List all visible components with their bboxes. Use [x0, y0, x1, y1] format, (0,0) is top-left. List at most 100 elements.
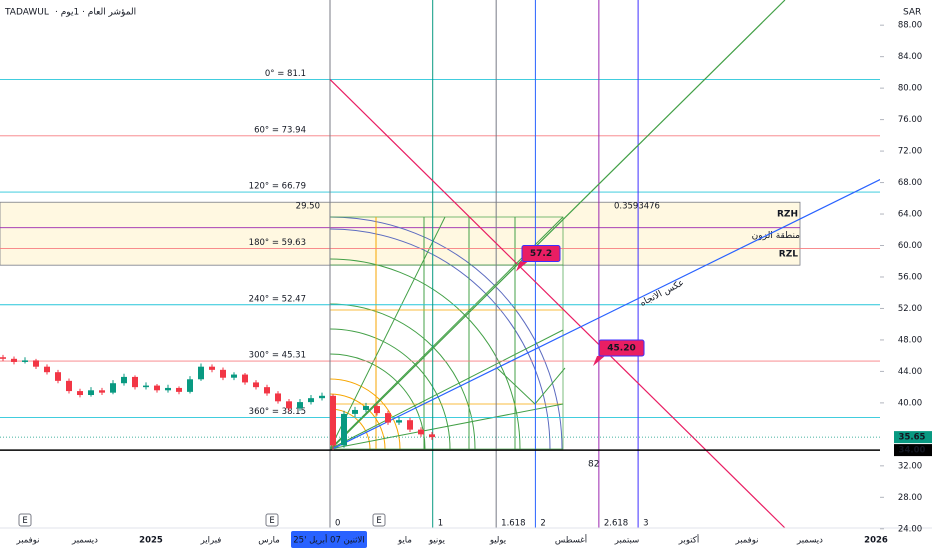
fan-line [329, 329, 564, 450]
candle-body [385, 413, 391, 423]
candle-body [11, 358, 17, 362]
crosshair-date-bg [291, 531, 367, 548]
currency: SAR [903, 8, 921, 18]
time-fib-label: 3 [643, 519, 648, 529]
y-tick-label: 56.00 [898, 272, 922, 282]
price-tag-label: 34.00 [899, 446, 926, 456]
candle-body [154, 385, 160, 391]
time-fib-label: 0 [335, 519, 340, 529]
candle-body [231, 374, 237, 378]
candle-body [77, 391, 83, 396]
x-tick-label: 2026 [864, 536, 888, 546]
zone-note: 29.50 [296, 202, 320, 212]
x-tick-label: أكتوبر [678, 534, 699, 546]
candle-body [396, 420, 402, 423]
x-tick-label: ديسمبر [796, 536, 823, 546]
candle-body [143, 385, 149, 388]
candle-body [22, 360, 28, 362]
time-fib-label: 1 [438, 519, 443, 529]
y-tick-label: 76.00 [898, 115, 922, 125]
gann-level-label: 60° = 73.94 [254, 125, 306, 135]
gann-level-label: 300° = 45.31 [249, 351, 306, 361]
price-tag [894, 444, 932, 457]
candle-body [374, 406, 380, 414]
x-tick-label: مارس [258, 536, 280, 546]
event-marker-label: E [269, 516, 274, 526]
candle-body [319, 395, 325, 399]
candle-body [121, 376, 127, 384]
candle-body [242, 374, 248, 383]
gann-level-label: 0° = 81.1 [265, 69, 306, 79]
y-tick-label: 48.00 [898, 335, 922, 345]
x-tick-label: 2025 [139, 536, 163, 546]
candle-body [341, 413, 347, 446]
candle-body [55, 372, 61, 381]
fan-line [329, 403, 564, 450]
candle-body [132, 376, 138, 388]
x-tick-label: مايو [397, 536, 412, 546]
bottom-note: 82 [588, 460, 599, 470]
y-tick-label: 60.00 [898, 241, 922, 251]
y-tick-label: 32.00 [898, 461, 922, 471]
y-tick-label: 88.00 [898, 21, 922, 31]
gann-level-label: 120° = 66.79 [249, 182, 306, 192]
y-tick-label: 80.00 [898, 84, 922, 94]
fan-line [329, 216, 446, 450]
x-tick-label: الاثنين 07 أبريل '25 [293, 534, 365, 546]
price-tag-label: 35.65 [899, 433, 926, 443]
candle-body [418, 429, 424, 435]
candle-body [253, 382, 259, 388]
y-tick-label: 68.00 [898, 178, 922, 188]
price-tag [894, 431, 932, 444]
zone-note: 0.3593476 [614, 202, 660, 212]
zone-high: RZH [777, 210, 798, 220]
x-tick-label: يوليو [489, 536, 507, 546]
y-tick-label: 84.00 [898, 52, 922, 62]
candle-body [209, 366, 215, 370]
candle-body [99, 390, 105, 393]
x-tick-label: يونيو [428, 536, 446, 546]
candle-body [110, 383, 116, 393]
gann-level-label: 240° = 52.47 [249, 294, 306, 304]
candle-body [330, 395, 336, 446]
x-tick-label: أغسطس [555, 534, 587, 546]
y-tick-label: 40.00 [898, 398, 922, 408]
event-marker [265, 513, 279, 527]
candle-body [220, 369, 226, 378]
annotation-box [521, 245, 561, 263]
x-tick-label: نوفمبر [735, 536, 759, 546]
candle-body [297, 402, 303, 409]
candle-body [176, 387, 182, 392]
candle-body [308, 398, 314, 403]
event-marker [372, 513, 386, 527]
y-tick-label: 24.00 [898, 524, 922, 534]
candle-body [352, 409, 358, 414]
chart-title: · المؤشر العام · 1يوم [55, 8, 136, 18]
x-tick-label: سبتمبر [614, 536, 639, 546]
annotation-pointer [515, 261, 528, 272]
candle-body [66, 380, 72, 392]
zone-low: RZL [779, 250, 798, 260]
y-tick-label: 28.00 [898, 493, 922, 503]
candle-body [187, 379, 193, 392]
zone-layer: RZH منطقة الزون RZL 29.50 0.3593476 [0, 201, 801, 266]
annotation-label: 57.2 [530, 249, 552, 259]
axis-layer: 88.00 84.00 80.00 76.00 72.00 68.00 64.00 60.00… [16, 21, 932, 548]
y-tick-label: 44.00 [898, 367, 922, 377]
zone-name: منطقة الزون [752, 231, 801, 241]
x-tick-label: ديسمبر [71, 536, 98, 546]
y-tick-label: 52.00 [898, 304, 922, 314]
trendline [329, 171, 896, 451]
candle-body [33, 360, 39, 367]
candle-body [0, 357, 6, 359]
candle-body [286, 401, 292, 409]
gann-level-label: 360° = 38.15 [249, 407, 306, 417]
zone-box [0, 201, 801, 266]
trendline [329, 79, 786, 529]
event-marker-label: E [22, 516, 27, 526]
x-tick-label: فبراير [200, 536, 222, 546]
candle-body [44, 366, 50, 373]
time-fib-label: 2 [540, 519, 545, 529]
annotation-pointer [593, 355, 606, 366]
